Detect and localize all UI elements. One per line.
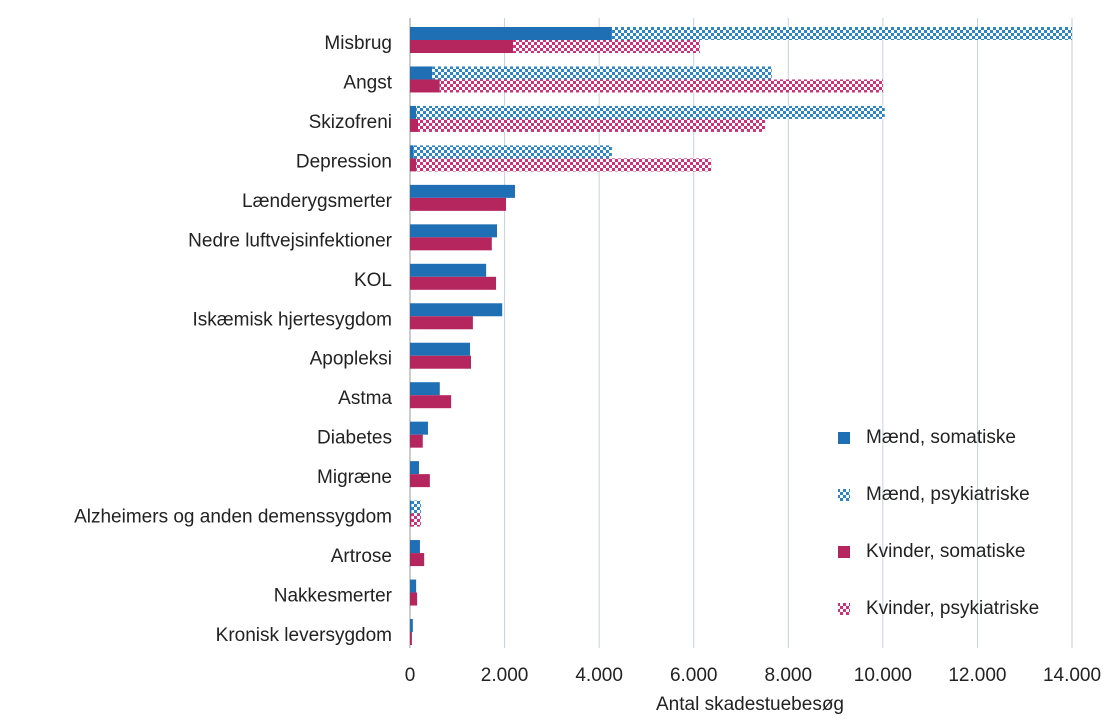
bar — [410, 421, 428, 435]
bar — [410, 237, 492, 251]
y-tick-label: KOL — [354, 270, 392, 291]
y-tick-label: Misbrug — [324, 33, 392, 54]
bar — [410, 145, 414, 159]
y-tick-label: Depression — [296, 151, 392, 172]
bar — [410, 66, 433, 80]
y-tick-label: Artrose — [331, 546, 392, 567]
x-tick-label: 0 — [405, 665, 416, 686]
bar — [410, 540, 420, 554]
x-tick-label: 2.000 — [481, 665, 529, 686]
bar — [410, 382, 440, 396]
bar — [410, 276, 497, 290]
y-tick-label: Nakkesmerter — [274, 586, 393, 607]
y-tick-label: Diabetes — [317, 428, 392, 449]
bar — [411, 513, 421, 527]
legend-label: Kvinder, somatiske — [866, 541, 1025, 562]
y-tick-label: Apopleksi — [310, 349, 392, 370]
y-tick-label: Alzheimers og anden demenssygdom — [74, 507, 392, 528]
legend-label: Kvinder, psykiatriske — [866, 598, 1039, 619]
y-tick-label: Lænderygsmerter — [242, 191, 393, 212]
bar — [410, 579, 417, 593]
bar — [410, 395, 452, 409]
bar — [416, 105, 885, 119]
bar — [410, 316, 473, 330]
bar — [410, 197, 506, 211]
x-tick-label: 8.000 — [765, 665, 813, 686]
bar — [439, 79, 883, 93]
bar — [411, 500, 421, 514]
bar — [410, 105, 417, 119]
bar — [432, 66, 772, 80]
x-axis-title: Antal skadestuebesøg — [656, 694, 844, 715]
bar — [413, 145, 612, 159]
x-tick-label: 12.000 — [948, 665, 1006, 686]
bar — [410, 118, 419, 132]
x-tick-label: 10.000 — [854, 665, 912, 686]
bar — [410, 474, 430, 488]
bar — [611, 27, 1072, 40]
bar — [410, 79, 440, 93]
y-tick-label: Angst — [343, 72, 392, 93]
x-tick-label: 14.000 — [1043, 665, 1101, 686]
bar — [410, 303, 503, 317]
bar — [410, 263, 487, 277]
legend-swatch — [838, 603, 850, 615]
bar — [410, 500, 412, 514]
legend-swatch — [838, 546, 850, 558]
y-tick-label: Astma — [338, 388, 392, 409]
bar — [410, 27, 612, 40]
y-tick-label: Migræne — [317, 467, 392, 488]
bar — [410, 158, 417, 172]
bar — [410, 592, 418, 606]
bar — [410, 224, 498, 238]
y-tick-label: Nedre luftvejsinfektioner — [188, 230, 392, 251]
bar — [410, 553, 425, 567]
legend-label: Mænd, somatiske — [866, 427, 1016, 448]
bar — [513, 40, 700, 53]
bar — [410, 619, 413, 632]
x-tick-label: 6.000 — [670, 665, 718, 686]
legend-swatch — [838, 489, 850, 501]
bar — [410, 342, 471, 356]
legend-swatch — [838, 432, 850, 444]
legend-label: Mænd, psykiatriske — [866, 484, 1030, 505]
bar — [410, 461, 419, 475]
bar — [418, 118, 766, 132]
bar — [410, 355, 471, 369]
y-tick-label: Iskæmisk hjertesygdom — [192, 309, 392, 330]
bar — [410, 513, 412, 527]
bar — [416, 158, 712, 172]
y-tick-label: Skizofreni — [309, 112, 392, 133]
bar — [410, 40, 514, 53]
bar — [410, 184, 515, 198]
bar — [410, 632, 412, 645]
x-tick-label: 4.000 — [575, 665, 623, 686]
bar — [410, 434, 423, 448]
y-tick-label: Kronisk leversygdom — [216, 625, 392, 646]
